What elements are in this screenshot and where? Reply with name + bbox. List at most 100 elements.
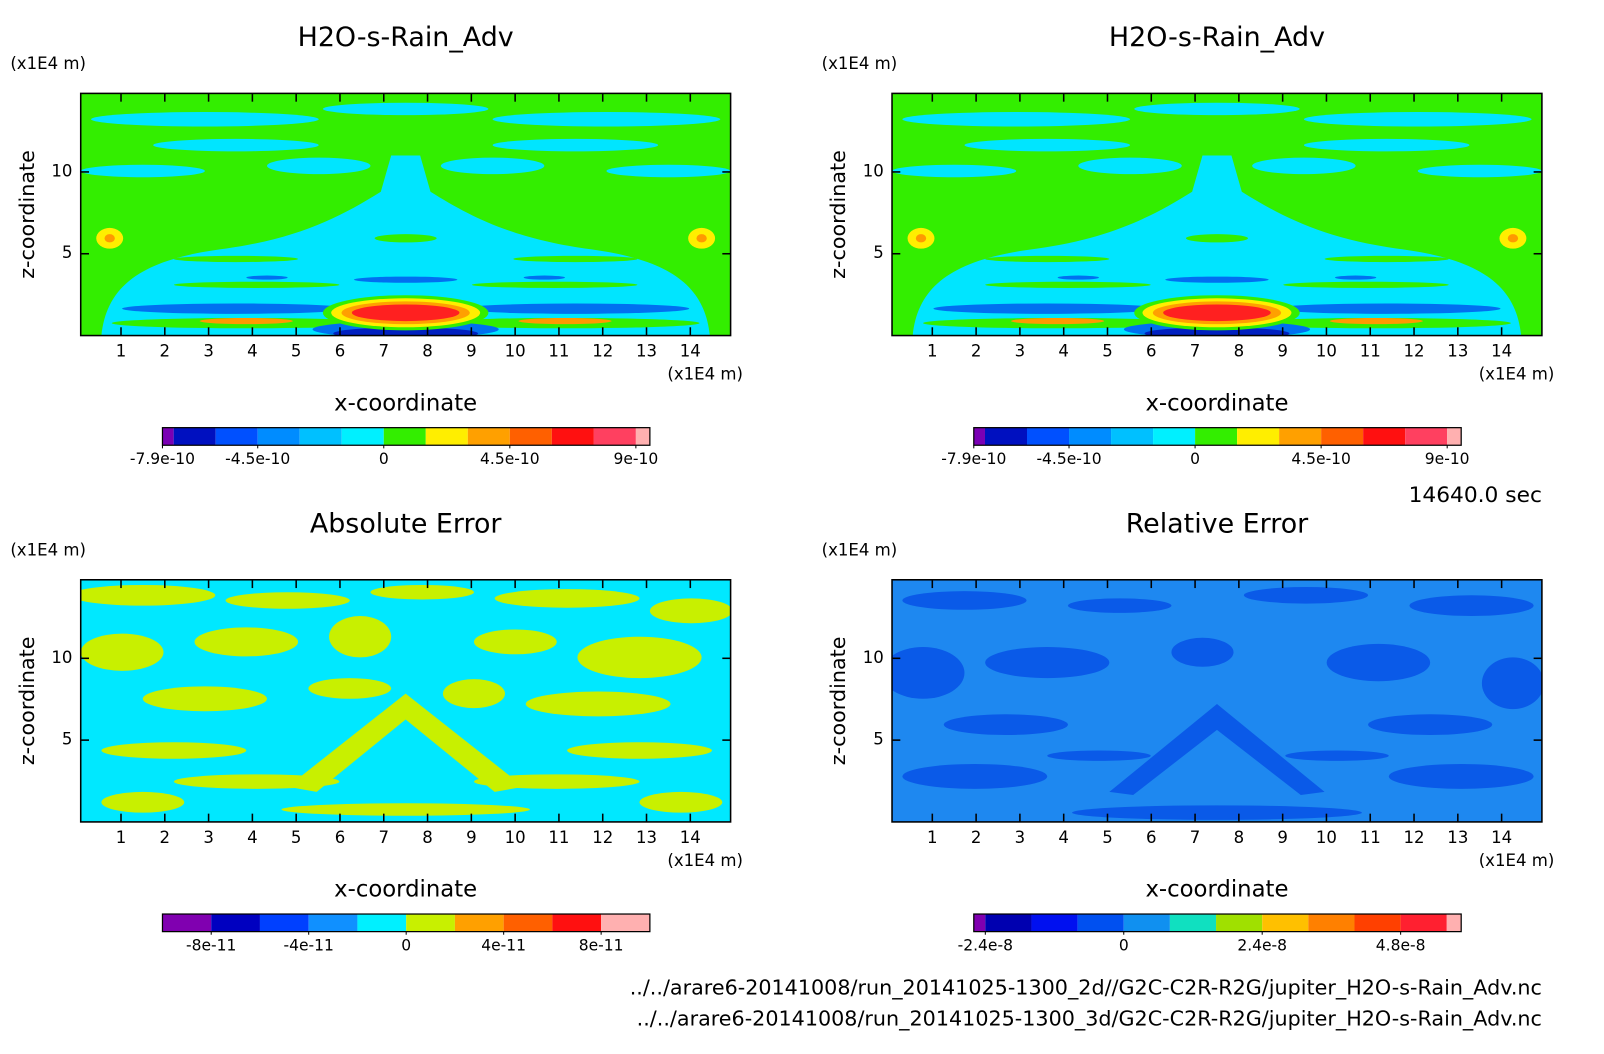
colorbar-tick-label: 9e-10 bbox=[1425, 450, 1470, 468]
x-tick-label: 12 bbox=[1404, 828, 1425, 847]
y-tick-label: 5 bbox=[62, 730, 73, 749]
colorbar-tick-label: 4e-11 bbox=[481, 937, 526, 955]
colorbar-segment bbox=[1077, 914, 1124, 932]
chart-title: Relative Error bbox=[1126, 508, 1309, 539]
y-axis-label: z-coordinate bbox=[826, 637, 850, 766]
x-tick-label: 10 bbox=[505, 342, 526, 361]
colorbar-segment bbox=[1405, 427, 1448, 446]
plot-frame bbox=[891, 579, 1543, 823]
x-unit: (x1E4 m) bbox=[1479, 364, 1555, 383]
x-tick-label: 13 bbox=[1447, 342, 1468, 361]
colorbar-tick-label: 4.8e-8 bbox=[1376, 937, 1426, 955]
colorbar-segment bbox=[467, 427, 510, 446]
y-tick-label: 10 bbox=[863, 648, 884, 667]
x-tick-label: 2 bbox=[971, 828, 982, 847]
file-path: ../../arare6-20141008/run_20141025-1300_… bbox=[637, 1007, 1542, 1032]
colorbar-segment bbox=[1308, 914, 1355, 932]
colorbar-segment bbox=[551, 427, 594, 446]
colorbar-tick-label: 0 bbox=[379, 450, 389, 468]
x-tick-label: 12 bbox=[592, 342, 613, 361]
y-unit: (x1E4 m) bbox=[822, 54, 898, 73]
colorbar-segment bbox=[299, 427, 342, 446]
colorbar-tick-label: 0 bbox=[1119, 937, 1129, 955]
colorbar-segment bbox=[1279, 427, 1322, 446]
chart-title: Absolute Error bbox=[310, 508, 503, 539]
x-tick-label: 1 bbox=[927, 828, 938, 847]
x-tick-label: 8 bbox=[1234, 828, 1245, 847]
y-unit: (x1E4 m) bbox=[10, 54, 86, 73]
x-tick-label: 7 bbox=[1190, 828, 1201, 847]
colorbar-tick-label: -4.5e-10 bbox=[1036, 450, 1101, 468]
colorbar-segment bbox=[1262, 914, 1309, 932]
x-tick-label: 10 bbox=[505, 828, 526, 847]
x-tick-label: 6 bbox=[335, 828, 346, 847]
x-tick-label: 4 bbox=[247, 342, 258, 361]
colorbar-segment bbox=[593, 427, 636, 446]
colorbar-segment bbox=[259, 914, 309, 932]
colorbar-segment bbox=[635, 427, 650, 446]
colorbar-segment bbox=[215, 427, 258, 446]
colorbar-segment bbox=[973, 914, 986, 932]
colorbar-tick-label: 4.5e-10 bbox=[1291, 450, 1351, 468]
colorbar-segment bbox=[1031, 914, 1078, 932]
colorbar-tick-label: -2.4e-8 bbox=[958, 937, 1013, 955]
colorbar-segment bbox=[1169, 914, 1217, 932]
colorbar-tick-label: 0 bbox=[1190, 450, 1200, 468]
contour-field bbox=[80, 579, 731, 822]
colorbar-segment bbox=[1195, 427, 1238, 446]
file-path: ../../arare6-20141008/run_20141025-1300_… bbox=[630, 976, 1542, 1001]
colorbar-segment bbox=[509, 427, 552, 446]
x-tick-label: 7 bbox=[378, 342, 389, 361]
colorbar-frame bbox=[973, 427, 1462, 446]
contour-field bbox=[892, 93, 1542, 336]
x-tick-label: 6 bbox=[1146, 342, 1157, 361]
colorbar-tick-label: 0 bbox=[401, 937, 411, 955]
colorbar-segment bbox=[1400, 914, 1447, 932]
colorbar-segment bbox=[406, 914, 455, 932]
y-tick-label: 5 bbox=[873, 730, 884, 749]
x-tick-label: 8 bbox=[422, 342, 433, 361]
plot-frame bbox=[891, 92, 1543, 337]
colorbar-tick-label: 8e-11 bbox=[579, 937, 624, 955]
x-tick-label: 7 bbox=[378, 828, 389, 847]
colorbar-segment bbox=[425, 427, 468, 446]
colorbar-segment bbox=[985, 914, 1032, 932]
x-tick-label: 14 bbox=[1491, 342, 1512, 361]
colorbar-frame bbox=[973, 913, 1462, 933]
colorbar-segment bbox=[552, 914, 602, 932]
x-tick-label: 11 bbox=[1360, 828, 1381, 847]
colorbar-segment bbox=[1123, 914, 1170, 932]
plot-frame bbox=[79, 579, 732, 823]
x-tick-label: 9 bbox=[1277, 828, 1288, 847]
colorbar-segment bbox=[454, 914, 504, 932]
x-tick-label: 1 bbox=[927, 342, 938, 361]
y-axis-label: z-coordinate bbox=[15, 637, 39, 766]
y-tick-label: 5 bbox=[873, 243, 884, 262]
x-tick-label: 5 bbox=[1102, 828, 1113, 847]
colorbar-tick-label: 9e-10 bbox=[613, 450, 658, 468]
colorbar-segment bbox=[1447, 427, 1462, 446]
contour-field bbox=[892, 579, 1542, 822]
x-unit: (x1E4 m) bbox=[667, 364, 743, 383]
x-tick-label: 11 bbox=[548, 828, 569, 847]
x-axis-label: x-coordinate bbox=[1145, 390, 1288, 416]
colorbar-segment bbox=[383, 427, 426, 446]
x-tick-label: 8 bbox=[422, 828, 433, 847]
x-tick-label: 3 bbox=[1015, 342, 1026, 361]
x-tick-label: 5 bbox=[1102, 342, 1113, 361]
colorbar-segment bbox=[308, 914, 358, 932]
y-axis-label: z-coordinate bbox=[15, 150, 39, 279]
colorbar-segment bbox=[173, 427, 216, 446]
colorbar-segment bbox=[973, 427, 985, 446]
colorbar-segment bbox=[1027, 427, 1070, 446]
x-tick-label: 3 bbox=[1015, 828, 1026, 847]
colorbar-segment bbox=[211, 914, 260, 932]
x-tick-label: 10 bbox=[1316, 828, 1337, 847]
colorbar-segment bbox=[357, 914, 407, 932]
x-tick-label: 1 bbox=[116, 828, 127, 847]
colorbar-tick-label: 2.4e-8 bbox=[1237, 937, 1287, 955]
x-unit: (x1E4 m) bbox=[1479, 851, 1555, 870]
x-tick-label: 4 bbox=[247, 828, 258, 847]
